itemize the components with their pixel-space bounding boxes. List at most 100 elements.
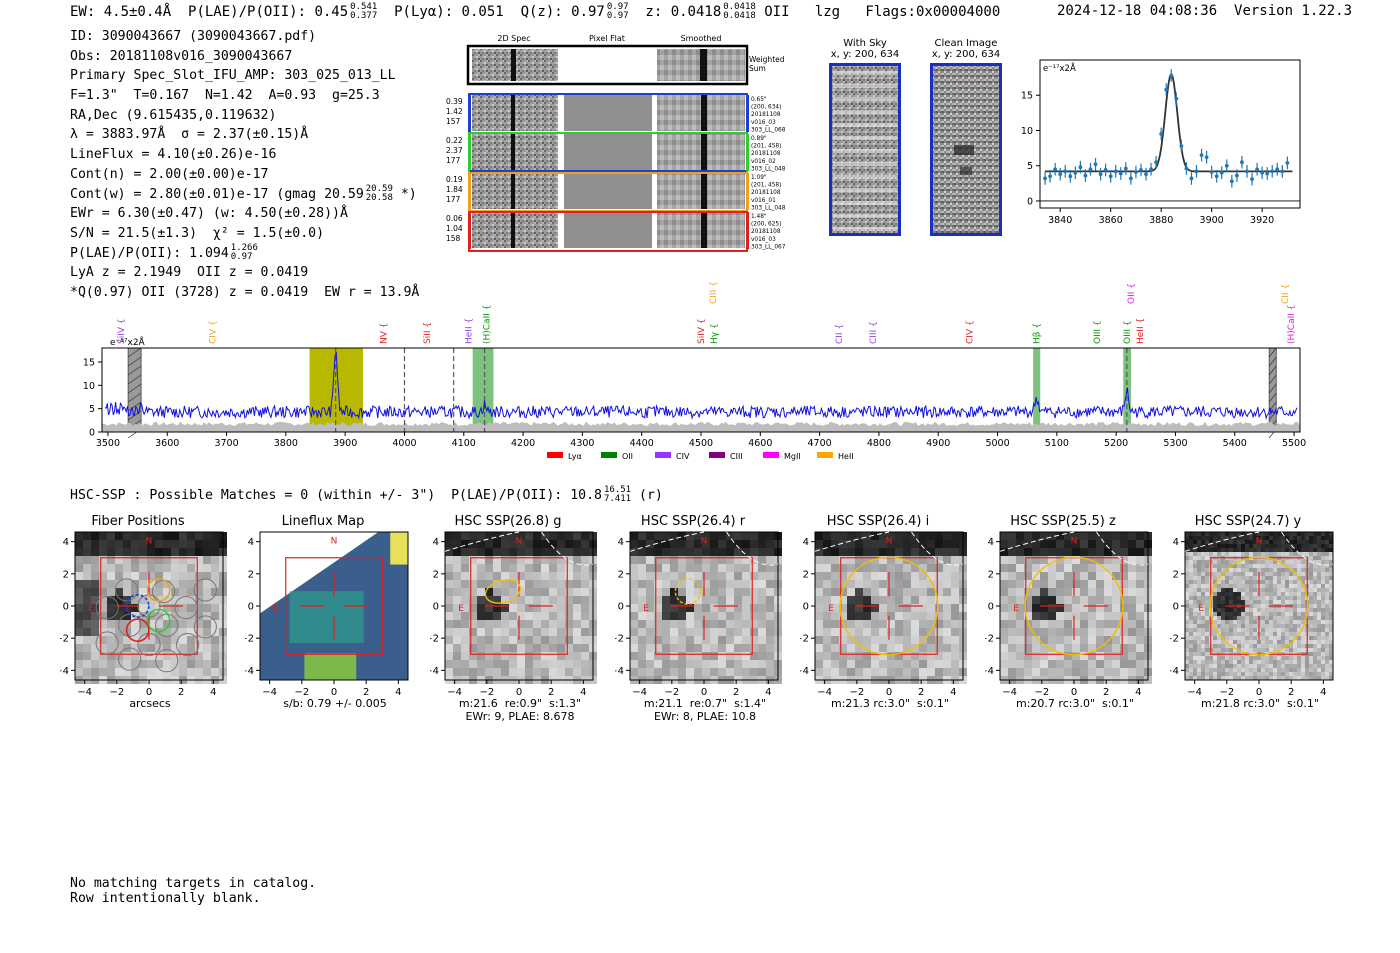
cutout-pixel xyxy=(1217,612,1221,616)
spectrum-xtick-label: 4100 xyxy=(452,438,476,449)
spectrum-line-label: CIV { xyxy=(966,320,976,344)
cutout-pixel xyxy=(107,588,115,596)
cutout-pixel xyxy=(1185,584,1189,588)
cutout-pixel xyxy=(1112,564,1120,572)
cutout-pixel xyxy=(1249,644,1253,648)
cutout-pixel xyxy=(179,580,187,588)
cutout-pixel xyxy=(702,572,710,580)
cutout-pixel xyxy=(195,532,203,540)
spec2d-row-right-value: 0.89" xyxy=(751,136,767,142)
cutout-pixel xyxy=(766,644,774,652)
cutout-pixel xyxy=(718,644,726,652)
cutout-pixel xyxy=(1289,580,1293,584)
cutout-pixel xyxy=(453,564,461,572)
cutout-pixel xyxy=(1321,624,1325,628)
cutout-pixel xyxy=(758,668,766,676)
cutout-pixel xyxy=(863,644,871,652)
cutout-pixel xyxy=(1205,544,1209,548)
cutout-pixel xyxy=(750,532,758,540)
cutout-pixel xyxy=(573,564,581,572)
cutout-pixel xyxy=(1261,568,1265,572)
cutout-pixel xyxy=(935,604,943,612)
cutout-pixel xyxy=(1048,596,1056,604)
cutout-pixel xyxy=(686,628,694,636)
cutout-pixel xyxy=(1225,600,1229,604)
cutout-pixel xyxy=(1277,612,1281,616)
cutout-pixel xyxy=(1321,604,1325,608)
zoom-data-point xyxy=(1234,173,1239,178)
cutout-pixel xyxy=(1245,620,1249,624)
cutout-pixel xyxy=(525,548,533,556)
cutout-pixel xyxy=(1321,592,1325,596)
cutout-pixel xyxy=(1189,580,1193,584)
cutout-pixel xyxy=(1221,584,1225,588)
cutout-pixel xyxy=(1024,612,1032,620)
cutout-pixel xyxy=(83,604,91,612)
cutout-pixel xyxy=(1281,592,1285,596)
cutout-pixel xyxy=(1245,596,1249,600)
cutout-pixel xyxy=(1285,568,1289,572)
cutout-pixel xyxy=(1321,588,1325,592)
cutout-pixel xyxy=(823,612,831,620)
cutout-pixel xyxy=(461,668,469,676)
cutout-pixel xyxy=(1088,580,1096,588)
cutout-pixel xyxy=(1048,628,1056,636)
cutout-pixel xyxy=(1265,616,1269,620)
cutout-pixel xyxy=(1000,644,1008,652)
cutout-pixel xyxy=(1221,624,1225,628)
cutout-pixel xyxy=(203,580,211,588)
cutout-pixel xyxy=(163,604,171,612)
cutout-pixel xyxy=(1285,540,1289,544)
cutout-pixel xyxy=(179,572,187,580)
cutout-pixel xyxy=(1261,604,1265,608)
cutout-pixel xyxy=(1213,544,1217,548)
cutout-pixel xyxy=(1128,596,1136,604)
cutout-pixel xyxy=(533,532,541,540)
cutout-pixel xyxy=(1293,600,1297,604)
cutout-pixel xyxy=(766,636,774,644)
cutout-pixel xyxy=(211,564,219,572)
cutout-pixel xyxy=(1329,568,1333,572)
cutout-pixel xyxy=(1217,540,1221,544)
cutout-pixel xyxy=(839,580,847,588)
cutout-pixel xyxy=(1269,536,1273,540)
cutout-pixel xyxy=(123,532,131,540)
cutout-pixel xyxy=(1241,660,1245,664)
cutout-pixel xyxy=(1229,648,1233,652)
cutout-pixel xyxy=(461,620,469,628)
cutout-pixel xyxy=(557,660,565,668)
cutout-pixel xyxy=(469,580,477,588)
cutout-pixel xyxy=(863,564,871,572)
cutout-pixel xyxy=(1008,612,1016,620)
cutout-pixel xyxy=(1016,620,1024,628)
cutout-pixel xyxy=(1136,532,1144,540)
cutout-pixel xyxy=(1309,572,1313,576)
cutout-pixel xyxy=(1293,580,1297,584)
cutout-pixel xyxy=(1221,540,1225,544)
cutout-pixel xyxy=(1301,664,1305,668)
cutout-pixel xyxy=(1104,564,1112,572)
cutout-pixel xyxy=(847,652,855,660)
cutout-pixel xyxy=(1325,588,1329,592)
cutout-ytick-label: 2 xyxy=(803,569,809,580)
spectrum-line-label: NV { xyxy=(380,323,390,344)
spec2d-row-right-value: 20181108 xyxy=(751,190,781,196)
cutout-pixel xyxy=(541,596,549,604)
cutout-pixel xyxy=(1265,596,1269,600)
cutout-pixel xyxy=(766,588,774,596)
cutout-pixel xyxy=(1309,668,1313,672)
cutout-pixel xyxy=(1269,580,1273,584)
cutout-pixel xyxy=(895,588,903,596)
fiber-circle xyxy=(193,615,217,639)
cutout-pixel xyxy=(1205,548,1209,552)
cutout-pixel xyxy=(1237,568,1241,572)
cutout-pixel xyxy=(718,580,726,588)
cutout-pixel xyxy=(1080,572,1088,580)
cutout-pixel xyxy=(1205,624,1209,628)
cutout-pixel xyxy=(694,652,702,660)
cutout-pixel xyxy=(831,588,839,596)
cutout-pixel xyxy=(1233,664,1237,668)
cutout-pixel xyxy=(525,572,533,580)
cutout-pixel xyxy=(91,652,99,660)
